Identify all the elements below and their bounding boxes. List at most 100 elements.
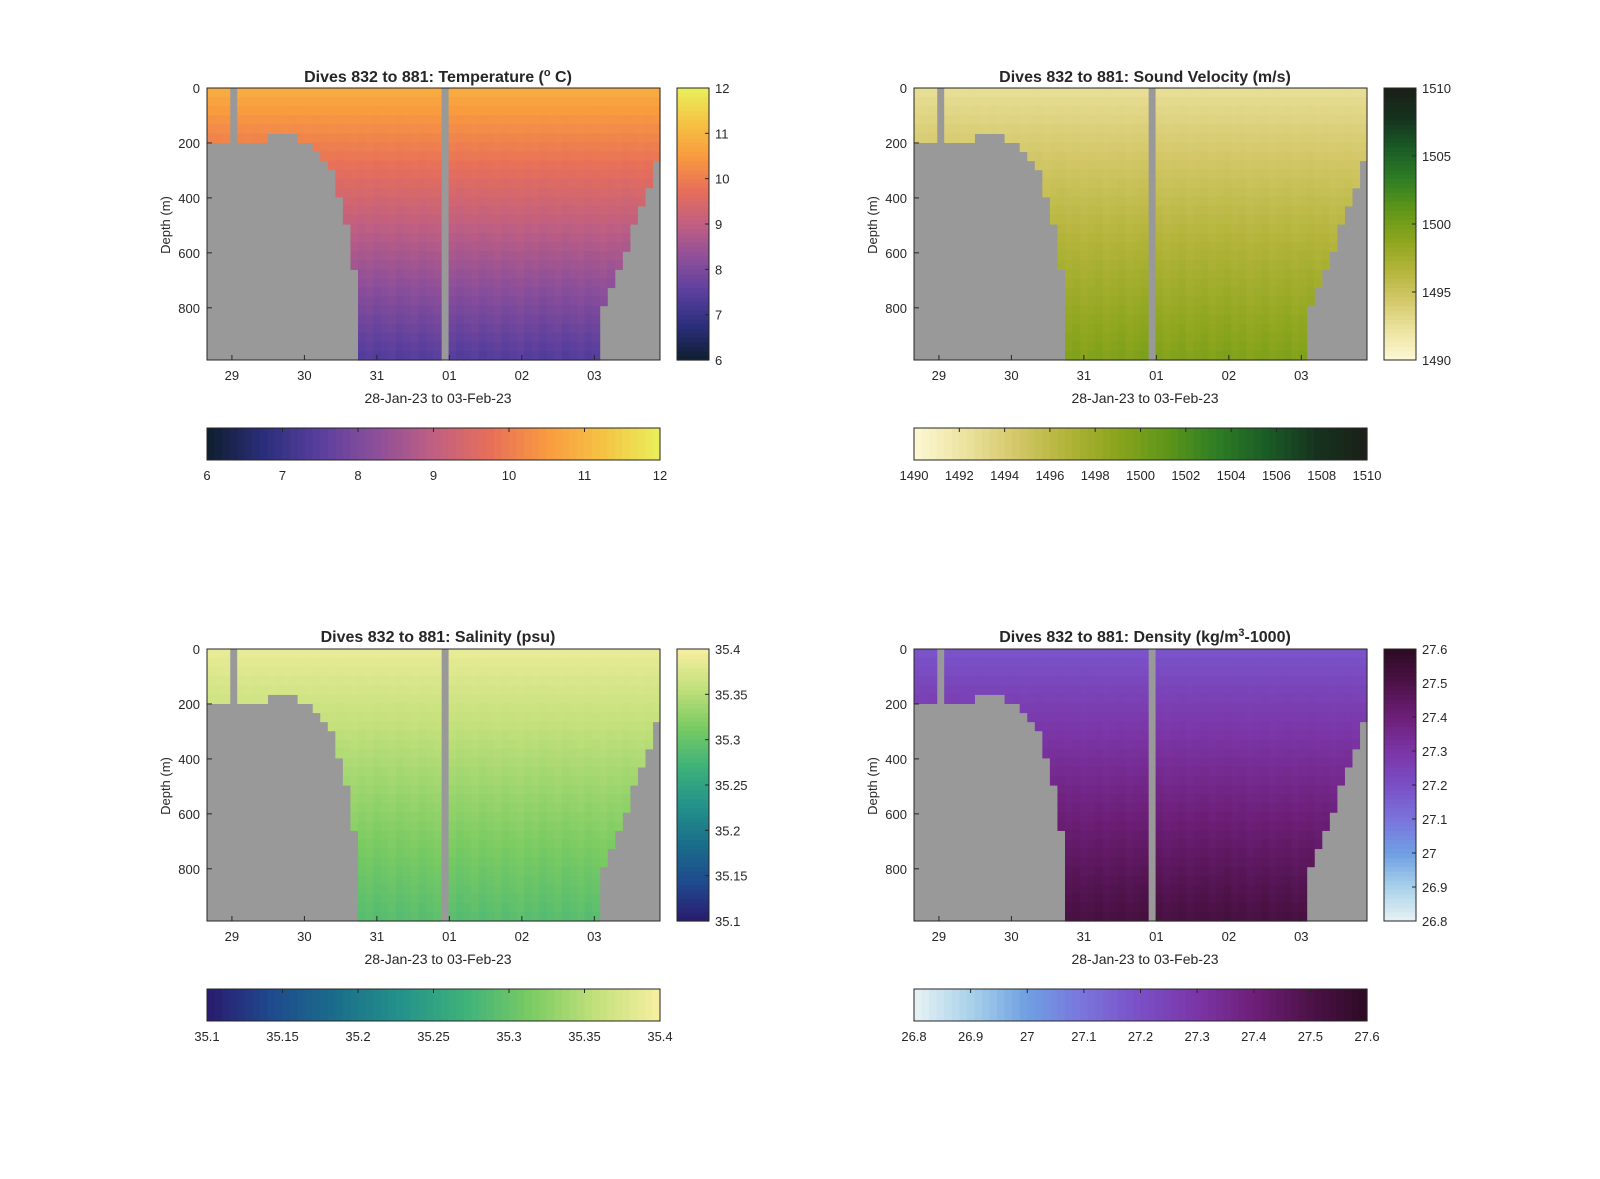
colorbar-swatch [1384, 88, 1416, 94]
data-cell [1080, 341, 1089, 352]
profile-column [214, 88, 223, 143]
data-cell [373, 757, 382, 768]
data-cell [463, 902, 472, 913]
data-cell [1095, 902, 1104, 913]
data-cell [418, 902, 427, 913]
data-cell [1072, 785, 1081, 795]
salinity-title: Dives 832 to 881: Salinity (psu) [321, 629, 556, 646]
data-cell [584, 857, 593, 868]
data-cell [335, 187, 344, 198]
data-cell [1246, 124, 1255, 134]
data-cell [561, 694, 570, 704]
profile-column [509, 649, 518, 922]
data-cell [1216, 278, 1225, 289]
data-cell [418, 866, 427, 877]
data-cell [1268, 97, 1277, 107]
data-cell [1283, 269, 1293, 279]
colorbar-swatch [997, 428, 1006, 460]
data-cell [1208, 97, 1217, 107]
data-cell [561, 332, 570, 343]
data-cell [471, 332, 480, 343]
colorbar-tick-label: 35.1 [715, 914, 740, 929]
data-cell [1080, 694, 1089, 704]
data-cell [539, 893, 548, 904]
temperature-title: Dives 832 to 881: Temperature (o C) [304, 67, 572, 86]
data-cell [629, 667, 638, 677]
data-cell [592, 848, 601, 859]
data-cell [1163, 757, 1172, 768]
data-cell [509, 196, 518, 207]
data-cell [929, 676, 938, 686]
colorbar-swatch [677, 853, 709, 859]
colorbar-swatch [478, 989, 487, 1021]
data-cell [1102, 242, 1111, 252]
data-cell [1117, 233, 1126, 243]
data-cell [614, 775, 623, 786]
data-cell [1080, 323, 1089, 334]
data-cell [1095, 848, 1104, 859]
data-cell [373, 775, 382, 786]
data-cell [1125, 893, 1134, 904]
data-cell [1087, 875, 1096, 886]
data-cell [237, 685, 246, 695]
data-cell [1072, 730, 1081, 741]
colorbar-tick-label: 35.4 [715, 642, 740, 657]
data-cell [433, 821, 442, 831]
data-cell [1049, 721, 1059, 732]
data-cell [1155, 739, 1164, 750]
data-cell [539, 848, 548, 859]
data-cell [410, 911, 419, 922]
data-cell [486, 151, 495, 162]
data-cell [418, 278, 427, 289]
data-cell [569, 703, 578, 714]
data-cell [425, 721, 435, 732]
data-cell [637, 730, 646, 741]
data-cell [1140, 214, 1149, 225]
data-cell [463, 214, 472, 225]
data-cell [1291, 205, 1300, 216]
data-cell [1080, 106, 1089, 116]
data-cell [1185, 151, 1194, 162]
data-cell [554, 106, 563, 116]
data-cell [1095, 893, 1104, 904]
data-cell [418, 875, 427, 886]
data-cell [546, 785, 555, 795]
data-cell [1125, 848, 1134, 859]
data-cell [1065, 142, 1074, 153]
data-cell [554, 187, 563, 198]
data-cell [592, 902, 601, 913]
profile-column [380, 88, 389, 361]
data-cell [1102, 821, 1111, 831]
data-cell [1268, 142, 1277, 153]
data-cell [584, 839, 593, 850]
data-cell [418, 251, 427, 261]
data-cell [599, 694, 608, 704]
data-cell [951, 88, 960, 98]
data-cell [418, 884, 427, 895]
data-cell [350, 785, 359, 795]
data-cell [1208, 269, 1217, 279]
colorbar-swatch [677, 350, 709, 357]
data-cell [358, 730, 367, 741]
data-cell [1027, 97, 1036, 107]
data-cell [282, 88, 291, 98]
data-cell [493, 251, 503, 261]
data-cell [388, 857, 397, 868]
colorbar-swatch [297, 428, 306, 460]
data-cell [622, 224, 631, 234]
data-cell [418, 821, 427, 831]
data-cell [501, 332, 510, 343]
data-cell [1057, 160, 1066, 171]
data-cell [509, 151, 518, 162]
data-cell [395, 649, 404, 659]
data-cell [1057, 142, 1066, 153]
data-cell [1170, 830, 1179, 840]
data-cell [448, 260, 457, 270]
data-cell [1246, 341, 1255, 352]
data-cell [350, 775, 359, 786]
data-cell [448, 88, 457, 98]
colorbar-swatch [1384, 219, 1416, 225]
data-cell [576, 893, 586, 904]
data-cell [365, 178, 374, 189]
colorbar-swatch [677, 142, 709, 148]
